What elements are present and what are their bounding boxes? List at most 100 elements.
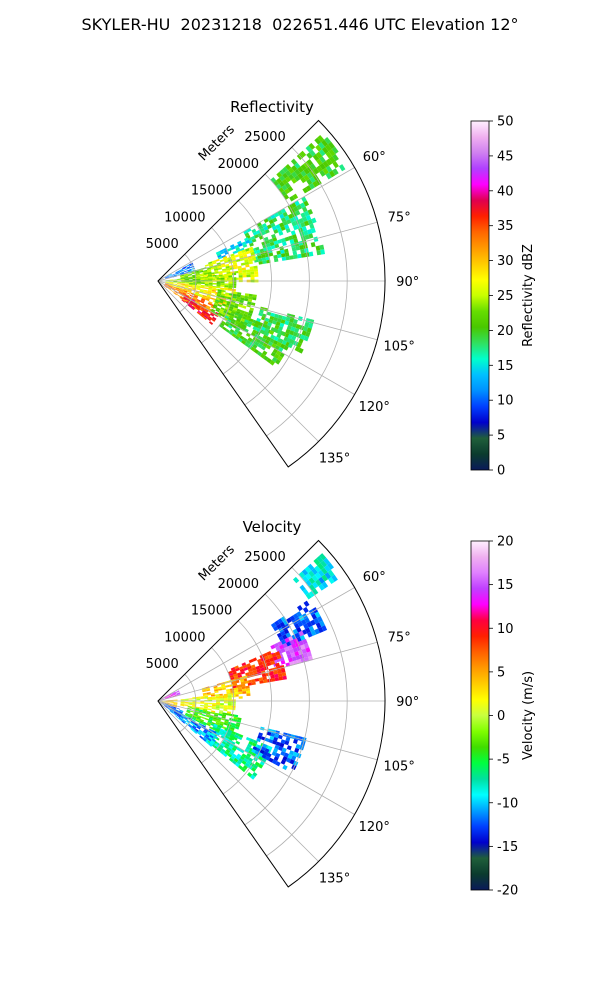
echo-cell	[305, 592, 312, 600]
echo-cell	[179, 290, 184, 293]
echo-cell	[230, 667, 236, 671]
echo-cell	[233, 331, 238, 336]
echo-cell	[279, 322, 285, 328]
azimuth-tick-label: 105°	[384, 340, 415, 355]
echo-cell	[161, 698, 166, 700]
echo-cell	[331, 146, 339, 154]
echo-cell	[268, 252, 274, 257]
echo-cell	[208, 736, 213, 740]
echo-cell	[262, 323, 268, 329]
echo-cell	[237, 674, 243, 678]
echo-cell	[212, 725, 218, 729]
echo-cell	[242, 254, 248, 258]
echo-cell	[183, 290, 188, 293]
echo-cell	[196, 299, 201, 302]
echo-cell	[239, 255, 244, 259]
echo-cell	[282, 756, 288, 762]
echo-cell	[284, 236, 290, 242]
echo-cell	[277, 669, 282, 674]
echo-cell	[279, 621, 286, 628]
echo-cell	[197, 715, 202, 718]
echo-cell	[244, 342, 250, 347]
echo-cell	[201, 688, 207, 691]
echo-cell	[237, 337, 243, 343]
echo-region	[161, 702, 184, 718]
echo-cell	[168, 285, 173, 288]
echo-cell	[251, 257, 257, 261]
echo-cell	[182, 297, 187, 301]
echo-cell	[252, 336, 258, 342]
echo-cell	[270, 677, 276, 682]
echo-cell	[229, 314, 234, 319]
echo-cell	[258, 661, 263, 666]
echo-cell	[182, 292, 187, 295]
echo-cell	[180, 277, 185, 279]
echo-cell	[306, 152, 313, 160]
echo-cell	[325, 172, 332, 180]
echo-cell	[230, 676, 235, 681]
echo-cell	[309, 176, 316, 184]
echo-cell	[185, 281, 190, 283]
echo-cell	[211, 289, 216, 293]
echo-cell	[216, 284, 221, 287]
colorbar	[470, 540, 490, 891]
echo-cell	[242, 269, 247, 273]
echo-cell	[165, 283, 169, 286]
echo-cell	[193, 713, 198, 717]
echo-cell	[269, 315, 275, 321]
echo-cell	[230, 246, 236, 250]
echo-cell	[255, 320, 260, 325]
echo-cell	[187, 273, 192, 276]
echo-cell	[206, 712, 211, 715]
echo-cell	[173, 702, 178, 704]
echo-cell	[205, 312, 210, 316]
echo-cell	[202, 722, 207, 726]
radial-tick-label: 15000	[191, 604, 232, 619]
echo-cell	[168, 693, 173, 697]
echo-cell	[248, 310, 254, 314]
echo-cell	[285, 337, 292, 343]
echo-cell	[278, 187, 285, 193]
echo-cell	[199, 313, 204, 318]
echo-cell	[316, 555, 324, 563]
range-ring	[222, 200, 272, 375]
echo-cell	[305, 579, 313, 587]
echo-cell	[187, 291, 192, 294]
echo-cell	[219, 710, 224, 713]
echo-cell	[246, 274, 251, 278]
azimuth-gridline	[157, 700, 319, 862]
echo-cell	[195, 300, 201, 304]
echo-cell	[231, 722, 237, 727]
echo-cell	[224, 273, 229, 276]
echo-cell	[209, 716, 214, 719]
echo-cell	[202, 711, 207, 714]
echo-cell	[195, 306, 200, 311]
echo-cell	[182, 267, 187, 270]
echo-cell	[168, 286, 172, 289]
colorbar-tick-label: 20	[497, 324, 514, 339]
echo-cell	[230, 749, 235, 754]
echo-cell	[241, 767, 247, 773]
echo-cell	[237, 717, 242, 721]
echo-cell	[239, 335, 245, 340]
echo-cell	[202, 721, 208, 725]
echo-cell	[204, 282, 209, 285]
echo-cell	[232, 685, 237, 689]
echo-cell	[307, 563, 315, 571]
echo-cell	[169, 282, 174, 284]
echo-cell	[187, 274, 193, 276]
echo-cell	[280, 237, 286, 243]
echo-cell	[287, 186, 294, 192]
echo-cell	[215, 732, 220, 736]
echo-cell	[177, 278, 182, 280]
echo-cell	[290, 652, 296, 658]
azimuth-tick-label: 135°	[319, 872, 350, 887]
echo-cell	[165, 282, 170, 283]
echo-cell	[191, 707, 196, 710]
echo-cell	[175, 270, 180, 273]
echo-cell	[249, 249, 255, 254]
echo-cell	[247, 312, 253, 317]
azimuth-tick-label: 60°	[363, 150, 386, 165]
echo-cell	[246, 323, 252, 328]
echo-cell	[199, 269, 204, 272]
